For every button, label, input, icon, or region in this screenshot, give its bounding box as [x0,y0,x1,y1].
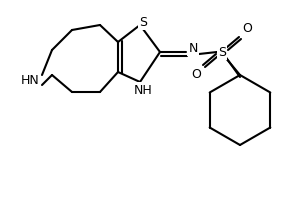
Text: O: O [191,68,201,82]
Text: HN: HN [21,73,39,86]
Text: S: S [218,46,226,58]
Text: S: S [139,16,147,28]
Text: N: N [188,42,198,54]
Text: O: O [242,22,252,36]
Text: NH: NH [134,84,152,97]
